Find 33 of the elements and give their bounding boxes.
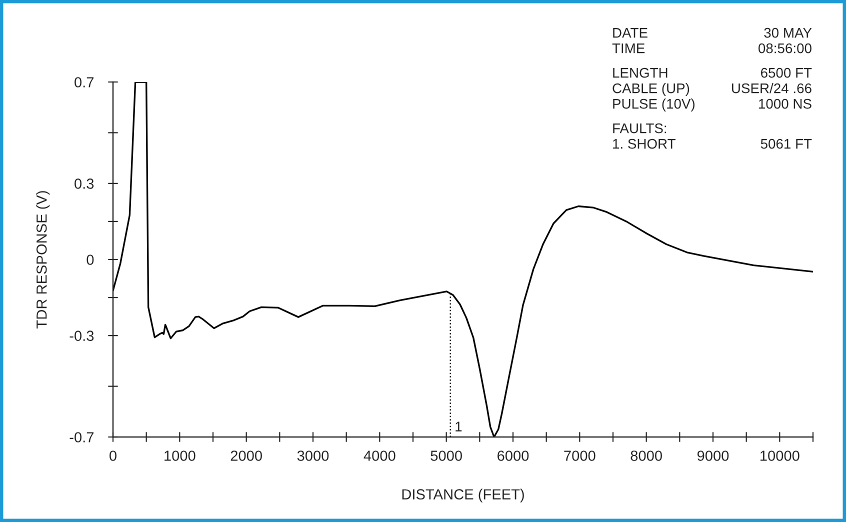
x-tick-label: 1000 — [164, 450, 196, 461]
x-tick-label: 10000 — [760, 450, 800, 461]
annotation: 1. SHORT — [613, 138, 676, 149]
text: 6500 FT — [760, 68, 812, 78]
x-tick-label: 8000 — [630, 450, 662, 461]
x-tick-label: 4000 — [364, 450, 396, 461]
annotation: FAULTS: — [613, 123, 666, 134]
annotation: 1 — [456, 422, 462, 432]
x-tick-label: 7000 — [564, 450, 596, 461]
text: LENGTH — [613, 68, 668, 78]
annotation: 5061 FT — [760, 138, 812, 149]
annotation: PULSE (10V) — [613, 98, 695, 112]
x-tick-label: 0 — [110, 450, 116, 461]
x-tick-label: 5000 — [430, 450, 462, 461]
y-tick-label: -0.3 — [70, 330, 94, 341]
y-tick-label: 0.7 — [74, 77, 94, 88]
x-axis-title: DISTANCE (FEET) — [402, 488, 524, 502]
x-tick-label: 2000 — [230, 450, 262, 461]
text: 08:56:00 — [758, 43, 812, 54]
y-tick-label: 0 — [86, 254, 94, 265]
annotation: USER/24 .66 — [732, 83, 812, 94]
annotation: CABLE (UP) — [612, 83, 690, 96]
annotation: 1000 NS — [759, 98, 812, 109]
line-series — [113, 82, 813, 437]
y-tick-label: 0.3 — [74, 178, 94, 189]
x-tick-label: 3000 — [297, 450, 329, 461]
x-tick-label: 9000 — [697, 450, 729, 461]
y-tick-label: -0.7 — [70, 432, 94, 442]
text: 30 MAY — [764, 28, 812, 38]
text: TIME — [612, 44, 645, 54]
text: DATE — [613, 28, 648, 38]
x-tick-label: 6000 — [498, 450, 529, 461]
y-axis-title: TDR RESPONSE (V) — [36, 191, 50, 328]
